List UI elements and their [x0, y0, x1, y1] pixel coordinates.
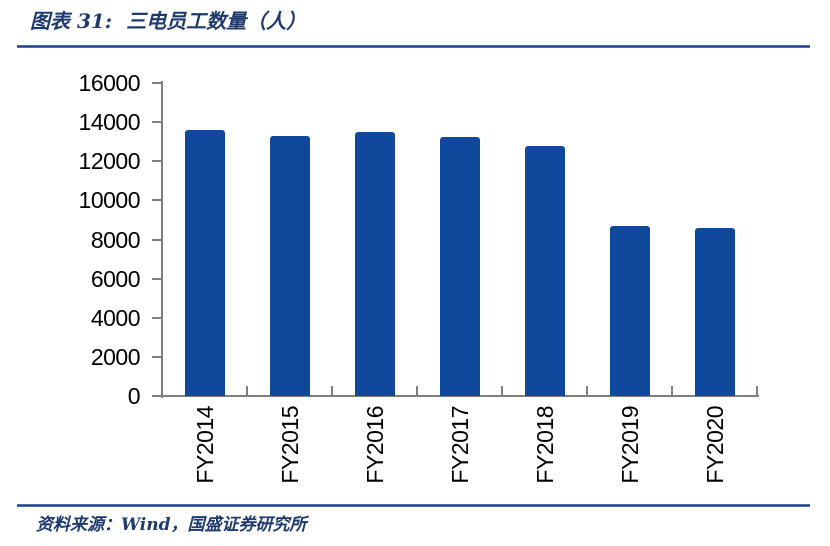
- source-text: 资料来源：Wind，国盛证券研究所: [36, 515, 307, 535]
- figure-number: 图表 31:: [30, 9, 113, 33]
- bar-FY2016: [354, 132, 395, 396]
- y-axis-tick: [152, 82, 162, 84]
- x-axis-tick: [246, 386, 248, 397]
- figure-title: 图表 31: 三电员工数量（人）: [30, 8, 306, 34]
- y-axis-tick: [152, 160, 162, 163]
- y-axis-tick-label: 12000: [78, 148, 141, 175]
- x-axis-tick: [501, 386, 503, 397]
- x-axis-label: FY2016: [361, 406, 388, 484]
- bar-FY2018: [524, 146, 565, 396]
- x-axis-label: FY2014: [191, 406, 218, 484]
- x-axis-tick: [586, 386, 588, 397]
- y-axis-line: [161, 81, 163, 398]
- x-axis-tick: [416, 386, 418, 397]
- source-note: 资料来源：Wind，国盛证券研究所: [36, 512, 307, 538]
- x-axis-line: [161, 395, 759, 397]
- y-axis-tick-label: 14000: [78, 109, 141, 136]
- x-axis-label: FY2017: [446, 406, 473, 484]
- figure-caption: 三电员工数量（人）: [126, 9, 307, 33]
- bar-FY2015: [269, 136, 310, 396]
- y-axis-tick-label: 2000: [90, 343, 141, 370]
- y-axis-tick: [152, 121, 162, 124]
- y-axis-tick: [152, 238, 162, 241]
- bar-FY2020: [694, 228, 735, 396]
- x-axis-label: FY2020: [701, 406, 728, 484]
- x-axis-label: FY2018: [531, 406, 558, 484]
- x-axis-tick: [331, 386, 333, 397]
- x-axis-tick: [756, 386, 758, 397]
- y-axis-tick-label: 16000: [78, 70, 141, 96]
- y-axis-tick-label: 10000: [78, 187, 141, 214]
- y-axis-tick-label: 6000: [90, 265, 141, 292]
- y-axis-tick: [152, 395, 162, 397]
- title-divider: [17, 45, 810, 48]
- source-divider: [17, 504, 810, 507]
- y-axis-tick-label: 8000: [90, 226, 141, 253]
- bar-FY2019: [609, 226, 650, 396]
- y-axis-tick-label: 0: [127, 383, 141, 409]
- x-axis-label: FY2019: [616, 406, 643, 484]
- y-axis-tick-label: 4000: [90, 304, 141, 331]
- x-axis-tick: [671, 386, 673, 397]
- y-axis-tick: [152, 316, 162, 319]
- x-axis-label: FY2015: [276, 406, 303, 484]
- bar-FY2017: [439, 137, 480, 396]
- y-axis-tick: [152, 199, 162, 202]
- bar-FY2014: [184, 130, 225, 396]
- y-axis-tick: [152, 277, 162, 280]
- y-axis-tick: [152, 355, 162, 358]
